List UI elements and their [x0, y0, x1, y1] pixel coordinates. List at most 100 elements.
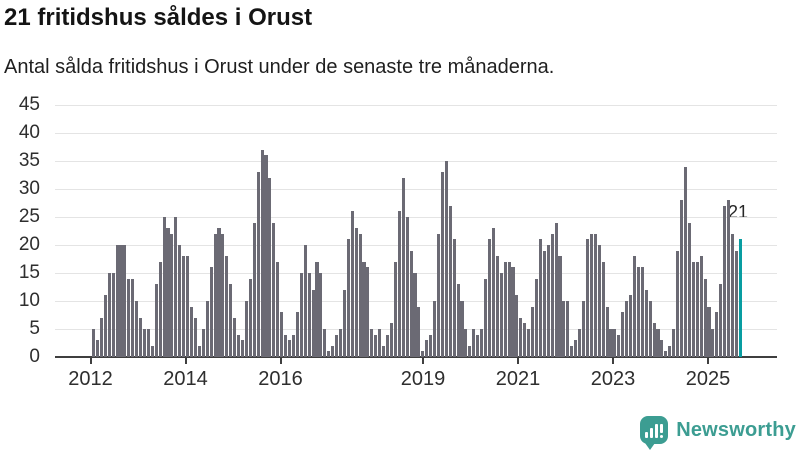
bar — [476, 334, 480, 357]
bar — [715, 312, 719, 357]
bar — [92, 329, 96, 357]
highlighted-bar — [738, 239, 742, 357]
bar — [374, 334, 378, 357]
bar — [664, 351, 668, 357]
bar — [719, 284, 723, 357]
bar — [401, 177, 405, 357]
gridline — [55, 216, 777, 218]
x-axis-label: 2012 — [68, 368, 113, 390]
bar — [429, 334, 433, 357]
x-axis-tick — [422, 358, 424, 364]
bar — [723, 205, 727, 357]
bar — [350, 211, 354, 357]
bar — [358, 233, 362, 357]
bar — [99, 317, 103, 357]
bar — [542, 250, 546, 357]
bar — [323, 329, 327, 357]
bar — [644, 289, 648, 357]
bar — [409, 250, 413, 357]
bar — [166, 228, 170, 357]
bar — [727, 200, 731, 357]
bar — [436, 233, 441, 357]
gridline — [55, 132, 777, 134]
bar — [154, 284, 158, 357]
y-axis-label: 20 — [18, 234, 40, 255]
bar — [233, 317, 237, 357]
x-axis-tick — [279, 358, 282, 364]
bar — [578, 329, 582, 357]
bar — [150, 345, 154, 357]
chart-subtitle: Antal sålda fritidshus i Orust under de … — [4, 56, 555, 78]
bar — [629, 295, 633, 357]
gridline — [55, 160, 777, 162]
bar — [284, 334, 288, 357]
bar — [613, 329, 617, 357]
bar — [632, 256, 637, 357]
y-axis-label: 5 — [29, 318, 40, 339]
bar — [503, 261, 507, 357]
bar — [680, 200, 684, 357]
bar — [272, 222, 276, 357]
bar — [574, 340, 578, 357]
bar — [119, 245, 123, 357]
x-axis-tick — [707, 358, 709, 364]
bar — [280, 312, 284, 357]
bar — [217, 228, 221, 357]
x-axis-label: 2021 — [495, 368, 541, 390]
bar — [331, 345, 335, 357]
bar — [699, 256, 703, 357]
bar — [484, 278, 488, 357]
bar — [495, 256, 499, 357]
bar — [291, 334, 295, 357]
bar — [327, 351, 331, 357]
bar — [303, 245, 307, 357]
bar — [131, 278, 135, 357]
bar — [519, 317, 523, 357]
bar — [268, 177, 272, 357]
bar — [335, 334, 339, 357]
bar — [491, 228, 495, 357]
bar — [523, 323, 527, 357]
x-axis-line — [55, 356, 777, 358]
bar — [338, 329, 343, 357]
bar — [186, 256, 190, 357]
x-axis-tick — [517, 358, 519, 364]
bar — [307, 273, 311, 357]
bar — [707, 306, 711, 357]
bar — [589, 233, 593, 357]
bar — [507, 261, 511, 357]
bar — [393, 261, 397, 357]
exclamation-icon — [660, 424, 664, 438]
bar — [515, 295, 519, 357]
bar — [288, 340, 292, 357]
y-axis-label: 25 — [18, 206, 40, 227]
bar — [146, 329, 150, 357]
x-axis-tick — [612, 358, 614, 364]
bar — [417, 306, 421, 357]
bar — [127, 278, 131, 357]
bar — [582, 301, 586, 357]
bar — [687, 222, 691, 357]
bar — [566, 301, 570, 357]
bar — [730, 233, 735, 357]
bar — [264, 155, 268, 357]
bar — [237, 334, 241, 357]
bar — [123, 245, 127, 357]
bar — [648, 301, 652, 357]
bar — [672, 329, 676, 357]
bar — [656, 329, 660, 357]
bar — [221, 233, 225, 357]
bar — [158, 261, 162, 357]
bar — [342, 289, 346, 357]
bar — [538, 239, 542, 357]
bar — [362, 261, 366, 357]
bar — [550, 233, 554, 357]
y-axis-label: 10 — [18, 290, 40, 311]
y-axis-label: 0 — [29, 346, 40, 367]
bar — [433, 301, 437, 357]
bar — [354, 228, 358, 357]
bar — [311, 289, 315, 357]
bar — [319, 273, 323, 357]
x-axis-label: 2023 — [590, 368, 636, 390]
